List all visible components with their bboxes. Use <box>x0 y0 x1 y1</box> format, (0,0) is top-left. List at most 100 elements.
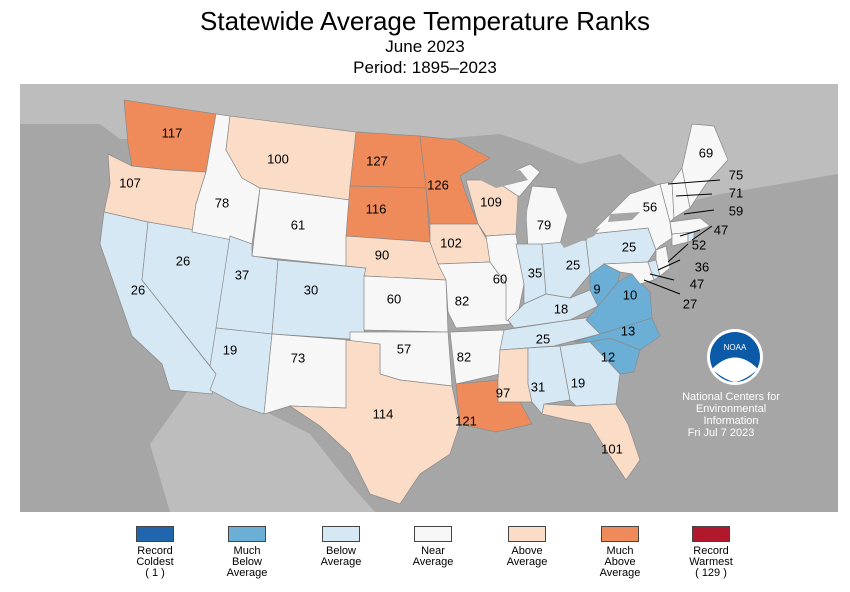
lake-superior <box>476 170 528 188</box>
legend-swatch <box>228 526 266 542</box>
us-temperature-map: 117 107 78 100 61 127 116 90 126 109 102… <box>20 84 838 512</box>
rank-MS: 97 <box>496 385 510 400</box>
rank-LA: 121 <box>455 413 477 428</box>
state-TX <box>288 339 461 505</box>
rank-OH: 25 <box>566 257 580 272</box>
legend-swatch <box>508 526 546 542</box>
state-NJ <box>655 245 671 277</box>
lake-huron <box>556 190 580 218</box>
rank-WI: 109 <box>480 194 502 209</box>
rank-IN: 35 <box>528 265 542 280</box>
rank-PA: 25 <box>622 239 636 254</box>
rank-NE: 90 <box>375 247 389 262</box>
rank-TN: 25 <box>536 331 550 346</box>
rank-MO: 82 <box>455 293 469 308</box>
credit-line2: Environmental <box>696 403 766 415</box>
rank-IA: 102 <box>440 235 462 250</box>
rank-ME: 69 <box>699 145 713 160</box>
state-SD <box>345 185 431 243</box>
rank-NV: 26 <box>176 253 190 268</box>
legend-item: Near Average <box>388 526 478 568</box>
legend-label: Much Below Average <box>226 545 268 579</box>
state-MN <box>419 135 491 225</box>
legend-item: Above Average <box>482 526 572 568</box>
leader-lines <box>643 179 721 295</box>
rank-MT: 100 <box>267 151 289 166</box>
legend-label: Above Average <box>506 545 548 568</box>
rank-TX: 114 <box>373 406 394 421</box>
state-ND <box>349 131 427 189</box>
rank-MA: 59 <box>729 203 743 218</box>
states-layer <box>99 99 729 505</box>
credit-date: Fri Jul 7 2023 <box>688 427 755 439</box>
legend-swatch <box>136 526 174 542</box>
state-CO <box>271 259 367 341</box>
rank-NJ: 52 <box>692 237 706 252</box>
rank-SC: 12 <box>601 349 615 364</box>
legend-label: Below Average <box>320 545 362 568</box>
rank-ND: 127 <box>366 153 388 168</box>
legend-item: Much Above Average <box>575 526 665 579</box>
noaa-logo: NOAA <box>707 329 763 385</box>
legend-swatch <box>322 526 360 542</box>
rank-OR: 107 <box>119 175 141 190</box>
rank-AL: 31 <box>531 379 545 394</box>
noaa-logo-text: NOAA <box>724 343 747 352</box>
state-MA <box>669 217 711 235</box>
legend: Record Coldest ( 1 ) Much Below Average Be… <box>0 526 850 592</box>
legend-label: Record Warmest ( 129 ) <box>689 545 733 579</box>
state-NM <box>263 333 351 415</box>
rank-SD: 116 <box>366 201 387 216</box>
period-label: Period: 1895–2023 <box>353 58 497 77</box>
rank-ID: 78 <box>215 195 229 210</box>
lake-michigan <box>516 196 528 234</box>
rank-NH: 71 <box>729 185 743 200</box>
mexico-land <box>150 374 375 512</box>
rank-RI: 27 <box>683 296 697 311</box>
rank-MD: 47 <box>690 276 704 291</box>
rank-UT: 37 <box>235 267 249 282</box>
legend-swatch <box>692 526 730 542</box>
lake-ontario <box>608 212 640 222</box>
legend-label: Much Above Average <box>599 545 641 579</box>
rank-labels: 117 107 78 100 61 127 116 90 126 109 102… <box>119 125 743 456</box>
legend-item: Record Warmest ( 129 ) <box>666 526 756 579</box>
rank-KY: 18 <box>554 301 568 316</box>
legend-label: Record Coldest ( 1 ) <box>136 545 174 579</box>
state-KS <box>363 275 449 333</box>
legend-swatch <box>601 526 639 542</box>
credit-block: National Centers for Environmental Infor… <box>682 391 780 439</box>
rank-KS: 60 <box>387 291 401 306</box>
rank-FL: 101 <box>601 441 623 456</box>
rank-DE: 36 <box>695 259 709 274</box>
rank-WA: 117 <box>162 125 183 140</box>
legend-item: Much Below Average <box>202 526 292 579</box>
rank-WY: 61 <box>291 217 305 232</box>
rank-IL: 60 <box>493 271 507 286</box>
credit-line3: Information <box>703 415 758 427</box>
rank-NY: 56 <box>643 199 657 214</box>
rank-CT: 47 <box>714 222 728 237</box>
legend-item: Record Coldest ( 1 ) <box>110 526 200 579</box>
rank-CO: 30 <box>304 282 318 297</box>
state-ME <box>681 123 729 209</box>
state-FL <box>541 403 641 481</box>
lake-erie <box>560 228 600 248</box>
credit-line1: National Centers for <box>682 391 780 403</box>
rank-CA: 26 <box>131 282 145 297</box>
legend-swatch <box>414 526 452 542</box>
rank-OK: 57 <box>397 341 411 356</box>
page-subtitle: June 2023 <box>385 37 465 56</box>
rank-AZ: 19 <box>223 342 237 357</box>
legend-item: Below Average <box>296 526 386 568</box>
rank-WV: 9 <box>593 281 600 296</box>
canada-land <box>20 84 838 204</box>
rank-MI: 79 <box>537 217 551 232</box>
rank-VA: 10 <box>623 287 637 302</box>
rank-NC: 13 <box>621 323 635 338</box>
rank-MN: 126 <box>427 177 449 192</box>
legend-label: Near Average <box>412 545 454 568</box>
rank-GA: 19 <box>571 375 585 390</box>
rank-AR: 82 <box>457 349 471 364</box>
page-title: Statewide Average Temperature Ranks <box>200 6 650 36</box>
